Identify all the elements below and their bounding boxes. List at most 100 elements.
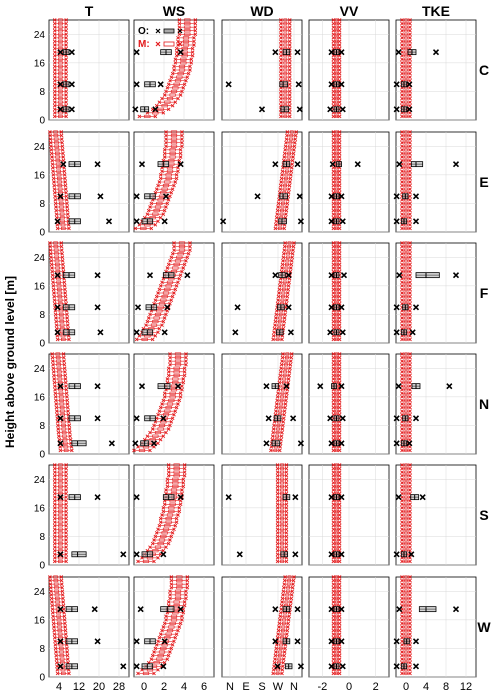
model-outlier-marker [400, 434, 404, 438]
observed-outlier-marker [328, 551, 335, 558]
model-box [58, 68, 63, 72]
model-outlier-marker [337, 169, 342, 174]
observed-outlier-marker [177, 606, 184, 613]
model-box [287, 148, 292, 152]
panel-t-w [48, 575, 130, 678]
model-outlier-marker [53, 639, 57, 644]
x-tick-label: 6 [201, 681, 207, 691]
model-outlier-marker [52, 466, 57, 471]
model-box [60, 337, 66, 341]
model-box [280, 538, 284, 542]
model-outlier-marker [400, 377, 404, 381]
model-outlier-marker [280, 359, 284, 363]
observed-box [279, 81, 288, 88]
model-box [278, 312, 283, 316]
model-outlier-marker [400, 173, 404, 177]
model-outlier-marker [64, 198, 69, 202]
model-outlier-marker [290, 162, 295, 166]
model-outlier-marker [64, 523, 68, 528]
y-tick-label: 24 [34, 475, 46, 486]
model-outlier-marker [337, 423, 342, 428]
model-box [57, 632, 63, 636]
model-outlier-marker [168, 538, 172, 542]
model-box [275, 434, 279, 438]
y-tick-label: 0 [39, 339, 45, 350]
model-box [58, 86, 63, 90]
model-outlier-marker [274, 312, 279, 317]
model-box [404, 545, 408, 549]
model-outlier-marker [408, 660, 412, 665]
x-tick-label: W [273, 681, 284, 691]
model-box [58, 201, 64, 205]
model-box [404, 312, 408, 316]
model-box [404, 632, 408, 636]
model-outlier-marker [64, 384, 68, 388]
model-outlier-marker [400, 513, 404, 517]
y-tick-label: 16 [34, 615, 46, 626]
model-outlier-marker [48, 585, 53, 590]
model-box [283, 89, 288, 93]
model-outlier-marker [48, 578, 52, 583]
model-outlier-marker [282, 226, 287, 231]
legend-model-box [163, 41, 175, 47]
model-outlier-marker [284, 398, 288, 403]
model-outlier-marker [284, 470, 289, 474]
model-outlier-marker [48, 140, 53, 145]
model-outlier-marker [284, 506, 289, 510]
model-outlier-marker [408, 187, 412, 191]
model-outlier-marker [288, 269, 293, 274]
model-box [404, 212, 408, 216]
model-outlier-marker [149, 201, 154, 206]
panel-ws-c: O:M: [132, 18, 215, 121]
model-outlier-marker [337, 395, 342, 399]
model-outlier-marker [54, 660, 59, 665]
model-box [404, 270, 408, 274]
model-outlier-marker [337, 575, 342, 579]
observed-outlier-marker [328, 49, 335, 56]
model-box [335, 176, 338, 180]
model-outlier-marker [156, 219, 160, 224]
model-box [335, 130, 338, 134]
observed-outlier-marker [68, 49, 75, 56]
model-outlier-marker [337, 64, 342, 69]
model-outlier-marker [408, 607, 412, 611]
model-outlier-marker [60, 582, 64, 586]
observed-outlier-marker [329, 161, 336, 168]
model-outlier-marker [59, 244, 64, 249]
model-box [404, 130, 408, 134]
model-outlier-marker [408, 377, 412, 381]
observed-outlier-marker [150, 440, 158, 447]
model-outlier-marker [62, 618, 67, 622]
legend: O:M: [138, 26, 183, 50]
model-box [283, 18, 288, 22]
model-outlier-marker [408, 668, 412, 672]
model-outlier-marker [64, 43, 68, 47]
model-box [57, 187, 63, 191]
model-outlier-marker [337, 402, 342, 406]
model-outlier-marker [400, 226, 404, 231]
row-label-w: W [477, 619, 491, 635]
model-outlier-marker [291, 248, 295, 252]
model-outlier-marker [176, 36, 180, 40]
model-outlier-marker [408, 509, 412, 514]
model-box [59, 650, 64, 654]
model-outlier-marker [288, 176, 293, 181]
model-box [335, 484, 338, 488]
model-outlier-marker [400, 632, 404, 636]
model-box [58, 477, 63, 481]
model-box [157, 654, 164, 658]
model-box [58, 556, 63, 560]
model-outlier-marker [54, 319, 58, 324]
model-outlier-marker [291, 244, 296, 249]
model-outlier-marker [408, 470, 412, 474]
model-outlier-marker [276, 298, 280, 302]
model-outlier-marker [275, 502, 280, 507]
observed-outlier-marker [60, 161, 67, 168]
model-outlier-marker [52, 506, 57, 510]
observed-outlier-marker [396, 161, 403, 168]
model-box [404, 245, 408, 249]
model-outlier-marker [337, 248, 342, 252]
observed-outlier-marker [108, 440, 115, 447]
model-outlier-marker [400, 448, 404, 453]
model-outlier-marker [168, 423, 172, 428]
